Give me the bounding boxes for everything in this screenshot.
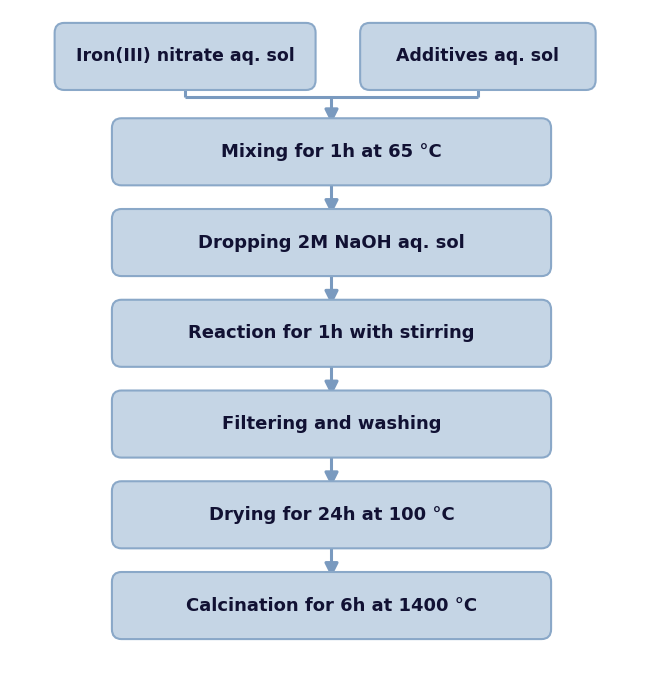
- FancyBboxPatch shape: [54, 23, 316, 90]
- Text: Additives aq. sol: Additives aq. sol: [396, 47, 560, 66]
- FancyBboxPatch shape: [112, 300, 551, 367]
- Text: Mixing for 1h at 65 °C: Mixing for 1h at 65 °C: [221, 142, 442, 161]
- Text: Reaction for 1h with stirring: Reaction for 1h with stirring: [188, 324, 475, 342]
- FancyBboxPatch shape: [112, 119, 551, 186]
- Text: Iron(III) nitrate aq. sol: Iron(III) nitrate aq. sol: [76, 47, 294, 66]
- FancyBboxPatch shape: [112, 482, 551, 548]
- FancyBboxPatch shape: [112, 209, 551, 276]
- Text: Calcination for 6h at 1400 °C: Calcination for 6h at 1400 °C: [186, 597, 477, 614]
- FancyBboxPatch shape: [360, 23, 595, 90]
- FancyBboxPatch shape: [112, 390, 551, 458]
- Text: Filtering and washing: Filtering and washing: [221, 415, 442, 433]
- FancyBboxPatch shape: [112, 572, 551, 639]
- Text: Dropping 2M NaOH aq. sol: Dropping 2M NaOH aq. sol: [198, 234, 465, 251]
- Text: Drying for 24h at 100 °C: Drying for 24h at 100 °C: [209, 506, 454, 524]
